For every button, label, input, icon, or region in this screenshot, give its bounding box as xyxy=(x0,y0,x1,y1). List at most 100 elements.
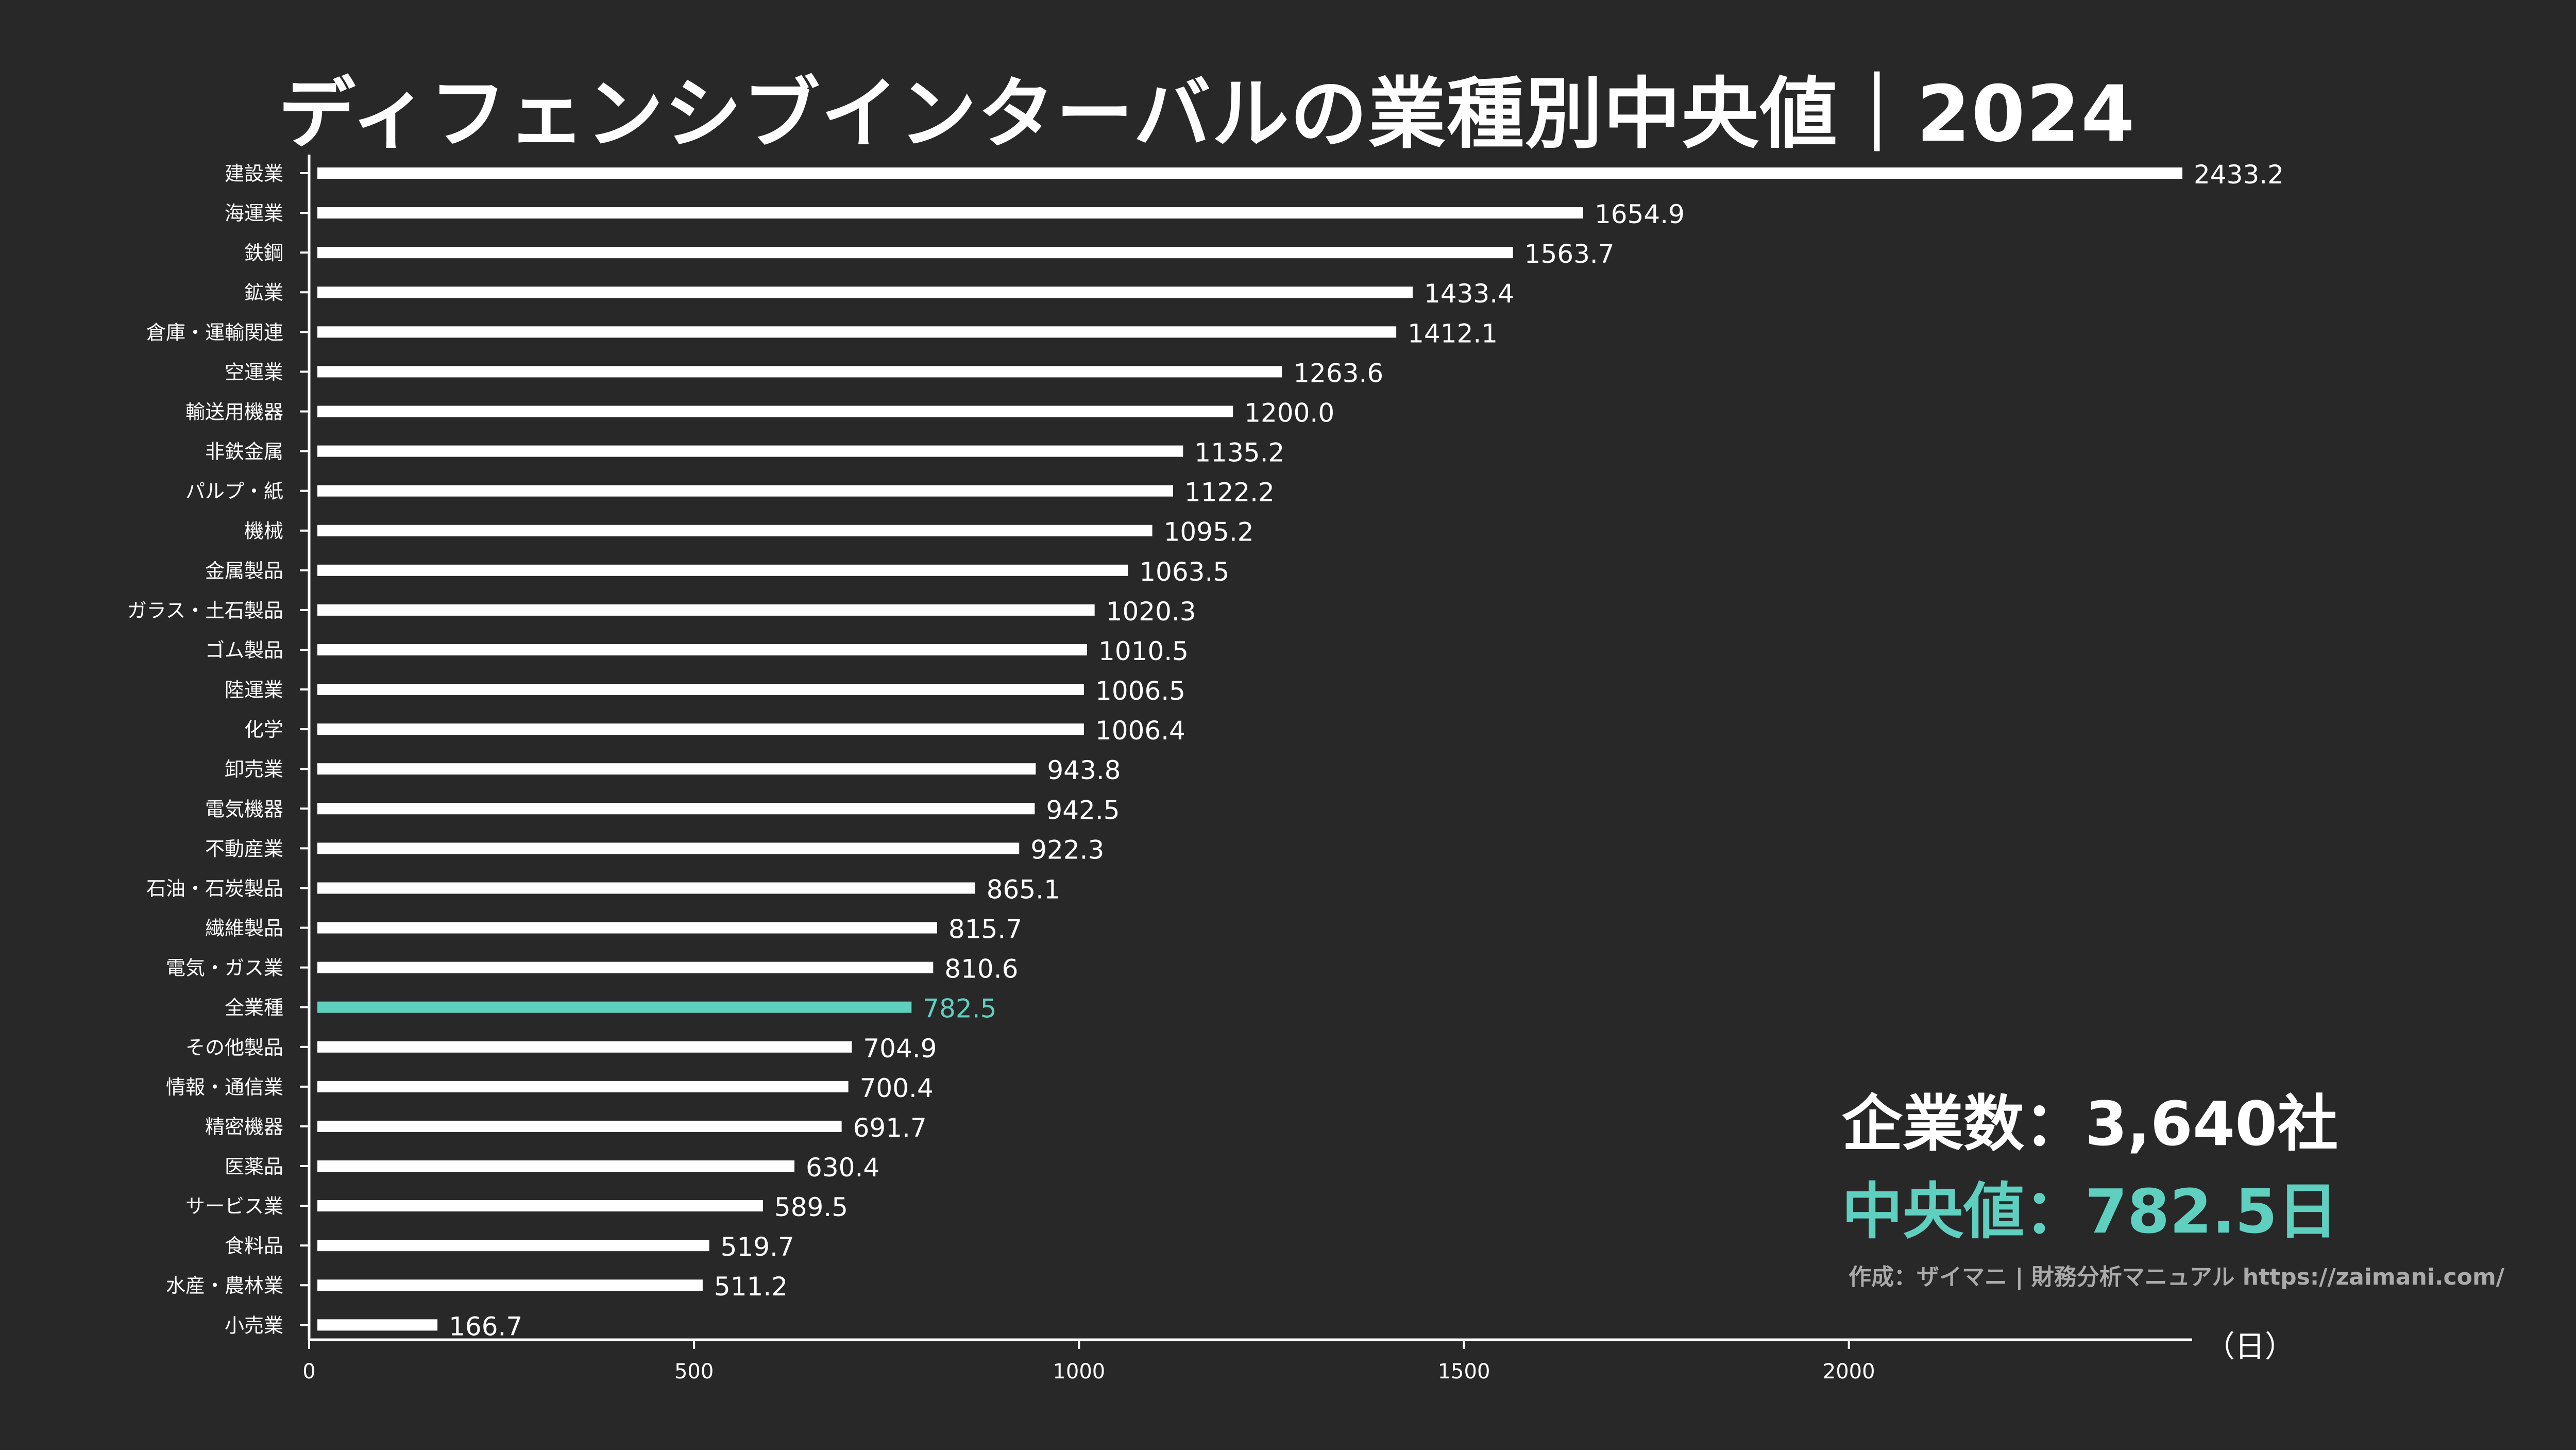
bar xyxy=(317,962,934,973)
bar xyxy=(317,763,1036,775)
bar xyxy=(317,1120,842,1132)
bar xyxy=(317,1041,852,1053)
x-axis-unit-label: （日） xyxy=(2205,1329,2295,1364)
value-label: 1006.5 xyxy=(1095,676,1185,706)
value-label: 704.9 xyxy=(863,1034,937,1064)
value-label: 1095.2 xyxy=(1164,517,1254,547)
x-tick-label: 2000 xyxy=(1823,1360,1875,1384)
bar xyxy=(317,525,1153,536)
value-label: 815.7 xyxy=(948,915,1022,945)
value-label: 865.1 xyxy=(987,874,1060,904)
value-label: 1122.2 xyxy=(1184,478,1275,508)
category-label: 化学 xyxy=(244,718,283,741)
value-label: 589.5 xyxy=(774,1192,848,1222)
category-label: 繊維製品 xyxy=(205,917,283,940)
value-label: 1433.4 xyxy=(1424,279,1514,309)
credit-text: 作成：ザイマニ | 財務分析マニュアル https://zaimani.com/ xyxy=(1849,1264,2504,1290)
value-label: 943.8 xyxy=(1047,755,1121,785)
company-count-stat: 企業数：3,640社 xyxy=(1842,1088,2338,1159)
value-label: 1200.0 xyxy=(1244,398,1334,428)
bar xyxy=(317,445,1183,457)
bar xyxy=(317,326,1397,338)
category-label: 食料品 xyxy=(225,1235,283,1257)
value-label: 1063.5 xyxy=(1139,557,1229,587)
bar xyxy=(317,1279,703,1291)
value-label: 511.2 xyxy=(714,1272,788,1302)
bar xyxy=(317,247,1513,259)
axis-layer: 0 500 1000 1500 2000 xyxy=(300,155,2192,1384)
category-label: 電気機器 xyxy=(205,798,283,820)
value-label: 1010.5 xyxy=(1098,636,1189,666)
value-label: 519.7 xyxy=(721,1232,794,1262)
category-label: 卸売業 xyxy=(225,758,283,781)
category-label: 建設業 xyxy=(225,162,283,185)
category-label: 機械 xyxy=(244,520,283,543)
category-label: 非鉄金属 xyxy=(205,441,283,463)
category-label: サービス業 xyxy=(185,1195,283,1218)
bar xyxy=(317,882,975,894)
page-title: ディフェンシブインターバルの業種別中央値｜2024 xyxy=(278,70,2136,159)
category-label: 鉄鋼 xyxy=(244,242,283,264)
value-label: 942.5 xyxy=(1046,795,1120,825)
bar xyxy=(317,723,1084,735)
value-label: 782.5 xyxy=(923,994,996,1024)
value-label: 630.4 xyxy=(806,1153,879,1183)
bar xyxy=(317,406,1233,417)
bar xyxy=(317,286,1413,298)
value-label: 1263.6 xyxy=(1293,358,1383,388)
bar xyxy=(317,564,1128,576)
bar xyxy=(317,684,1084,696)
bars-layer: 建設業 2433.2 海運業 1654.9 鉄鋼 1563.7 鉱業 1433.4 倉庫・運輸関… xyxy=(127,160,2284,1341)
median-stat: 中央値：782.5日 xyxy=(1842,1176,2338,1247)
value-label: 691.7 xyxy=(853,1113,927,1143)
bar xyxy=(317,1081,849,1092)
bar xyxy=(317,1200,763,1212)
x-tick-label: 1500 xyxy=(1438,1360,1490,1384)
category-label: 精密機器 xyxy=(205,1116,283,1138)
category-label: 全業種 xyxy=(225,997,283,1019)
bar xyxy=(317,1160,795,1172)
category-label: パルプ・紙 xyxy=(185,480,283,503)
category-label: 医薬品 xyxy=(225,1155,283,1178)
bar xyxy=(317,842,1020,854)
value-label: 1563.7 xyxy=(1524,239,1615,269)
category-label: 小売業 xyxy=(225,1314,283,1337)
category-label: 情報・通信業 xyxy=(166,1076,283,1099)
bar xyxy=(317,485,1173,497)
category-label: ガラス・土石製品 xyxy=(127,599,283,622)
value-label: 1006.4 xyxy=(1095,716,1185,746)
value-label: 1412.1 xyxy=(1408,318,1498,348)
category-label: 倉庫・運輸関連 xyxy=(146,321,283,344)
x-tick-label: 500 xyxy=(674,1360,714,1384)
category-label: 海運業 xyxy=(225,202,283,225)
category-label: 空運業 xyxy=(225,361,283,383)
bar xyxy=(317,1240,709,1252)
bar xyxy=(317,366,1282,378)
category-label: 不動産業 xyxy=(205,837,283,860)
bar xyxy=(317,922,937,934)
bar xyxy=(317,803,1035,815)
bar xyxy=(317,167,2182,179)
bar xyxy=(317,207,1583,219)
category-label: その他製品 xyxy=(185,1036,283,1059)
value-label: 1135.2 xyxy=(1194,438,1284,468)
x-tick-label: 1000 xyxy=(1053,1360,1105,1384)
value-label: 922.3 xyxy=(1030,835,1104,865)
value-label: 1020.3 xyxy=(1106,597,1196,627)
bar xyxy=(317,644,1088,655)
x-tick-label: 0 xyxy=(302,1360,315,1384)
bar xyxy=(317,1319,438,1331)
bar-highlight xyxy=(317,1001,912,1013)
value-label: 810.6 xyxy=(944,954,1018,984)
value-label: 166.7 xyxy=(449,1311,522,1341)
category-label: ゴム製品 xyxy=(205,639,283,662)
category-label: 陸運業 xyxy=(225,679,283,701)
category-label: 水産・農林業 xyxy=(166,1274,283,1297)
category-label: 電気・ガス業 xyxy=(166,957,283,980)
value-label: 2433.2 xyxy=(2194,160,2284,190)
category-label: 鉱業 xyxy=(244,281,283,304)
category-label: 輸送用機器 xyxy=(185,400,283,423)
category-label: 金属製品 xyxy=(205,560,283,582)
category-label: 石油・石炭製品 xyxy=(146,877,283,900)
